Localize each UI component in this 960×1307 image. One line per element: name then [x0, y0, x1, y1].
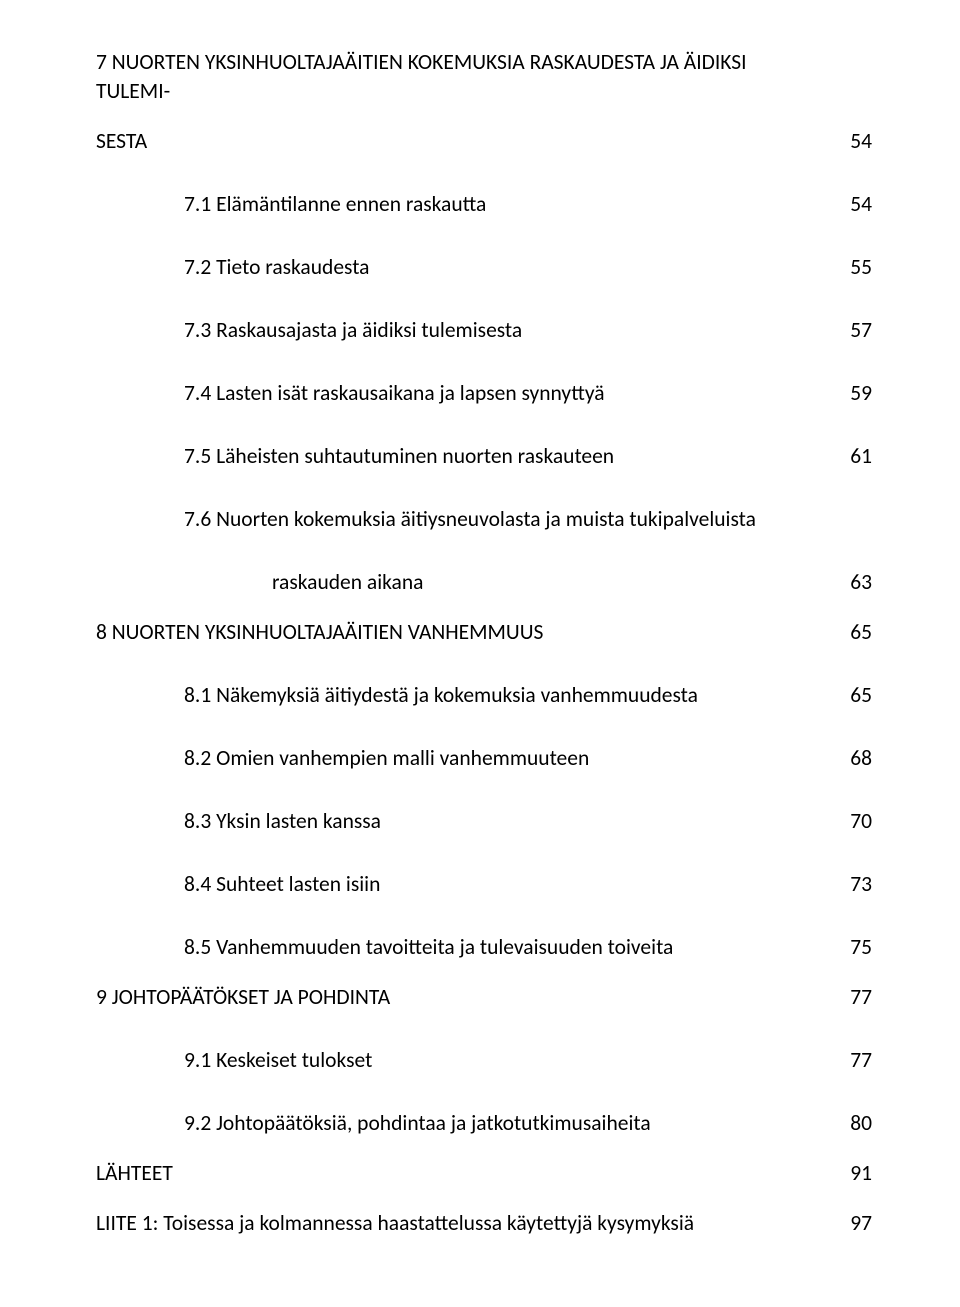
toc-row: 7 NUORTEN YKSINHUOLTAJAÄITIEN KOKEMUKSIA…: [96, 48, 872, 106]
toc-page-number: 97: [824, 1209, 872, 1238]
toc-row: 7.1 Elämäntilanne ennen raskautta54: [96, 190, 872, 219]
toc-row: 8.5 Vanhemmuuden tavoitteita ja tulevais…: [96, 933, 872, 962]
toc-row: SESTA54: [96, 127, 872, 156]
toc-label: 7 NUORTEN YKSINHUOLTAJAÄITIEN KOKEMUKSIA…: [96, 48, 824, 106]
toc-label: 9 JOHTOPÄÄTÖKSET JA POHDINTA: [96, 983, 824, 1012]
toc-label: 8.5 Vanhemmuuden tavoitteita ja tulevais…: [96, 933, 824, 962]
toc-label: LIITE 1: Toisessa ja kolmannessa haastat…: [96, 1209, 824, 1238]
toc-label: 7.1 Elämäntilanne ennen raskautta: [96, 190, 824, 219]
toc-row: 8.2 Omien vanhempien malli vanhemmuuteen…: [96, 744, 872, 773]
toc-page: 7 NUORTEN YKSINHUOLTAJAÄITIEN KOKEMUKSIA…: [0, 0, 960, 1307]
toc-page-number: 54: [824, 190, 872, 219]
toc-page-number: 80: [824, 1109, 872, 1138]
toc-label: 8.1 Näkemyksiä äitiydestä ja kokemuksia …: [96, 681, 824, 710]
toc-page-number: 65: [824, 681, 872, 710]
toc-row: LIITE 1: Toisessa ja kolmannessa haastat…: [96, 1209, 872, 1238]
toc-page-number: 61: [824, 442, 872, 471]
toc-label: LÄHTEET: [96, 1159, 824, 1188]
toc-label: 8 NUORTEN YKSINHUOLTAJAÄITIEN VANHEMMUUS: [96, 618, 824, 647]
toc-page-number: 63: [824, 568, 872, 597]
toc-label: 9.2 Johtopäätöksiä, pohdintaa ja jatkotu…: [96, 1109, 824, 1138]
toc-page-number: 57: [824, 316, 872, 345]
toc-label: 9.1 Keskeiset tulokset: [96, 1046, 824, 1075]
toc-page-number: 77: [824, 983, 872, 1012]
toc-row: 8.4 Suhteet lasten isiin73: [96, 870, 872, 899]
toc-label: 7.3 Raskausajasta ja äidiksi tulemisesta: [96, 316, 824, 345]
toc-row: 8 NUORTEN YKSINHUOLTAJAÄITIEN VANHEMMUUS…: [96, 618, 872, 647]
toc-row: LÄHTEET91: [96, 1159, 872, 1188]
toc-label: 8.3 Yksin lasten kanssa: [96, 807, 824, 836]
toc-row: 7.5 Läheisten suhtautuminen nuorten rask…: [96, 442, 872, 471]
toc-label: raskauden aikana: [96, 568, 824, 597]
toc-page-number: 75: [824, 933, 872, 962]
toc-label: 7.2 Tieto raskaudesta: [96, 253, 824, 282]
toc-page-number: 59: [824, 379, 872, 408]
toc-label: SESTA: [96, 127, 824, 156]
toc-row: 9.2 Johtopäätöksiä, pohdintaa ja jatkotu…: [96, 1109, 872, 1138]
toc-page-number: 68: [824, 744, 872, 773]
toc-label: 7.6 Nuorten kokemuksia äitiysneuvolasta …: [96, 505, 824, 534]
toc-row: 8.3 Yksin lasten kanssa70: [96, 807, 872, 836]
toc-label: 8.2 Omien vanhempien malli vanhemmuuteen: [96, 744, 824, 773]
toc-row: 7.3 Raskausajasta ja äidiksi tulemisesta…: [96, 316, 872, 345]
toc-row: raskauden aikana63: [96, 568, 872, 597]
toc-label: 8.4 Suhteet lasten isiin: [96, 870, 824, 899]
toc-label: 7.4 Lasten isät raskausaikana ja lapsen …: [96, 379, 824, 408]
toc-row: 9 JOHTOPÄÄTÖKSET JA POHDINTA77: [96, 983, 872, 1012]
toc-page-number: 77: [824, 1046, 872, 1075]
toc-row: 7.4 Lasten isät raskausaikana ja lapsen …: [96, 379, 872, 408]
toc-row: 7.2 Tieto raskaudesta55: [96, 253, 872, 282]
toc-page-number: 54: [824, 127, 872, 156]
toc-row: 9.1 Keskeiset tulokset77: [96, 1046, 872, 1075]
toc-page-number: 55: [824, 253, 872, 282]
toc-page-number: 73: [824, 870, 872, 899]
toc-page-number: 65: [824, 618, 872, 647]
toc-page-number: 91: [824, 1159, 872, 1188]
toc-label: 7.5 Läheisten suhtautuminen nuorten rask…: [96, 442, 824, 471]
toc-row: 7.6 Nuorten kokemuksia äitiysneuvolasta …: [96, 505, 872, 534]
toc-row: 8.1 Näkemyksiä äitiydestä ja kokemuksia …: [96, 681, 872, 710]
toc-page-number: 70: [824, 807, 872, 836]
